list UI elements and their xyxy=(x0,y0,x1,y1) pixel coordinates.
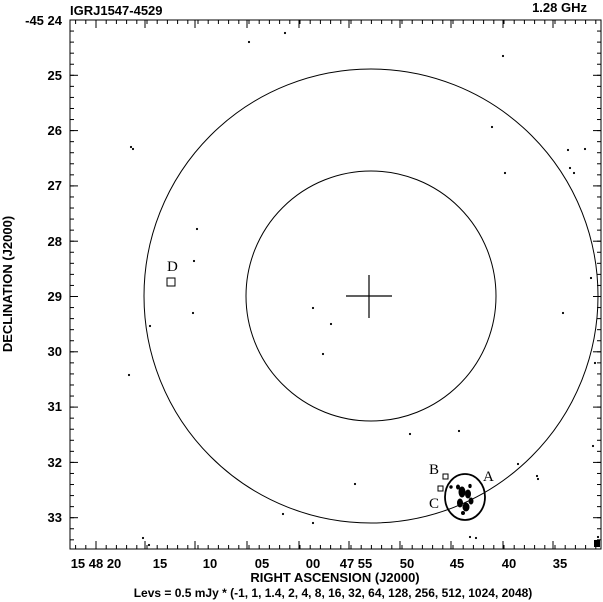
noise-speck xyxy=(566,148,570,152)
noise-speck xyxy=(353,482,357,486)
x-tick-label: 10 xyxy=(203,556,217,571)
inner-circle xyxy=(245,170,497,422)
y-tick-label: 32 xyxy=(48,455,62,470)
noise-speck xyxy=(457,429,461,433)
noise-speck xyxy=(561,311,565,315)
y-tick-label: 25 xyxy=(48,68,62,83)
noise-speck xyxy=(148,324,152,328)
noise-speck xyxy=(501,54,505,58)
noise-speck xyxy=(583,147,587,151)
y-axis-label: DECLINATION (J2000) xyxy=(0,216,15,352)
noise-speck xyxy=(572,171,576,175)
x-tick-label: 40 xyxy=(502,556,516,571)
noise-speck xyxy=(589,276,593,280)
noise-speck xyxy=(195,227,199,231)
source-a-ellipse xyxy=(444,473,486,521)
y-tick-label: 26 xyxy=(48,123,62,138)
noise-speck xyxy=(283,31,287,35)
noise-speck xyxy=(591,444,595,448)
y-tick-label: 27 xyxy=(48,178,62,193)
noise-speck xyxy=(329,322,333,326)
x-tick-label: 15 xyxy=(153,556,167,571)
x-tick-label: 47 55 xyxy=(340,556,373,571)
noise-speck xyxy=(127,373,131,377)
outer-circle xyxy=(143,68,599,524)
noise-speck xyxy=(535,474,539,478)
noise-speck xyxy=(474,536,478,540)
x-tick-label: 15 48 20 xyxy=(71,556,122,571)
noise-speck xyxy=(247,40,251,44)
x-tick-label: 50 xyxy=(400,556,414,571)
y-tick-label: 28 xyxy=(48,234,62,249)
source-d-label: D xyxy=(167,259,178,275)
contour-levels-text: Levs = 0.5 mJy * (-1, 1, 1.4, 2, 4, 8, 1… xyxy=(134,586,533,600)
source-a-label: A xyxy=(483,469,494,485)
plot-frame xyxy=(69,19,602,550)
noise-speck xyxy=(141,536,145,540)
frequency-label: 1.28 GHz xyxy=(532,0,587,15)
noise-speck xyxy=(147,543,151,547)
axis-ticks xyxy=(70,19,601,549)
x-tick-label: 35 xyxy=(553,556,567,571)
noise-speck xyxy=(192,259,196,263)
noise-speck xyxy=(536,477,540,481)
noise-speck xyxy=(191,311,195,315)
source-b-label: B xyxy=(429,462,439,478)
noise-speck xyxy=(568,166,572,170)
x-tick-label: 05 xyxy=(255,556,269,571)
y-tick-label: 31 xyxy=(48,399,62,414)
source-c-marker xyxy=(437,485,444,492)
y-tick-labels: -45 24 25 26 27 28 29 30 31 32 33 xyxy=(25,13,63,525)
noise-speck xyxy=(311,521,315,525)
y-tick-label: 33 xyxy=(48,510,62,525)
noise-speck xyxy=(490,125,494,129)
noise-speck xyxy=(321,352,325,356)
noise-specks xyxy=(127,31,600,547)
x-tick-labels: 15 48 20 15 10 05 00 47 55 50 45 40 35 xyxy=(71,556,568,571)
noise-speck xyxy=(131,147,135,151)
noise-speck xyxy=(129,145,133,149)
noise-speck xyxy=(408,432,412,436)
source-d-marker xyxy=(166,277,176,287)
source-name-title: IGRJ1547-4529 xyxy=(70,3,163,18)
x-axis-label: RIGHT ASCENSION (J2000) xyxy=(250,570,419,585)
y-tick-label: 29 xyxy=(48,289,62,304)
noise-speck xyxy=(503,171,507,175)
noise-speck xyxy=(281,512,285,516)
beam-marker xyxy=(594,540,600,547)
source-b-marker xyxy=(442,473,449,480)
y-tick-label: -45 24 xyxy=(25,13,63,28)
noise-speck xyxy=(516,462,520,466)
center-cross-icon xyxy=(346,275,392,318)
noise-speck xyxy=(311,306,315,310)
y-tick-label: 30 xyxy=(48,344,62,359)
noise-speck xyxy=(596,535,600,539)
noise-speck xyxy=(468,535,472,539)
x-tick-label: 00 xyxy=(306,556,320,571)
noise-speck xyxy=(593,361,597,365)
source-a-contours xyxy=(449,483,474,515)
source-c-label: C xyxy=(429,496,439,512)
x-tick-label: 45 xyxy=(450,556,464,571)
